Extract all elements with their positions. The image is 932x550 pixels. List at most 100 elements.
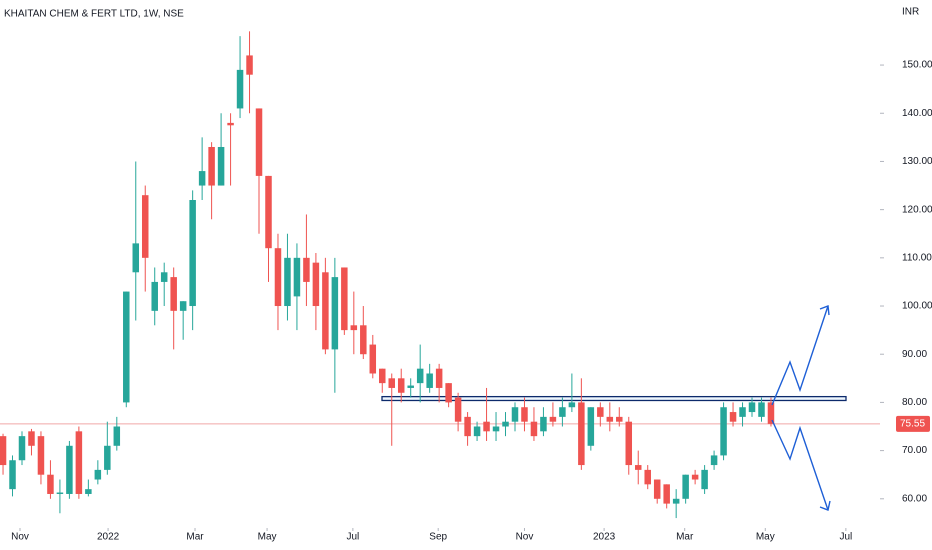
candle-body: [198, 171, 206, 186]
candle-body: [303, 257, 310, 282]
candle-body: [94, 469, 102, 480]
candle-body: [160, 272, 168, 282]
candle-body: [587, 407, 595, 446]
candle-body: [217, 146, 225, 186]
candle-body: [47, 474, 54, 494]
candle-body: [293, 257, 301, 297]
candle-body: [634, 465, 642, 470]
candle-body: [189, 200, 196, 307]
x-tick-label: Mar: [676, 532, 694, 543]
x-tick-label: Sep: [429, 532, 447, 543]
candle-body: [549, 416, 557, 422]
candle-body: [331, 277, 339, 350]
candle-body: [701, 469, 708, 490]
candle-body: [350, 325, 358, 331]
x-tick-label: 2022: [97, 532, 120, 543]
y-tick-label: 100.00: [902, 301, 932, 312]
candle-body: [274, 248, 282, 307]
candle-body: [720, 407, 727, 456]
x-tick-label: May: [756, 532, 775, 543]
candle-body: [66, 445, 73, 494]
candle-body: [682, 474, 689, 499]
candle-body: [644, 469, 651, 485]
y-tick-label: 150.00: [902, 60, 932, 71]
candle-body: [568, 402, 576, 408]
candle-body: [170, 277, 177, 311]
candle-body: [227, 122, 234, 126]
candle-body: [758, 402, 765, 417]
last-price-label: 75.55: [900, 418, 925, 429]
candle-body: [606, 416, 614, 422]
resistance-zone: [381, 395, 847, 402]
x-tick-label: Nov: [11, 532, 29, 543]
candle-body: [312, 262, 320, 307]
candle-body: [454, 397, 462, 422]
y-tick-label: 70.00: [902, 445, 927, 456]
candle-body: [530, 421, 538, 437]
candle-body: [37, 436, 45, 475]
candle-body: [464, 416, 471, 437]
candle-body: [597, 407, 604, 417]
x-tick-label: 2023: [593, 532, 616, 543]
y-tick-label: 120.00: [902, 204, 932, 215]
candle-body: [483, 421, 490, 432]
candle-body: [123, 291, 130, 403]
candle-body: [379, 368, 386, 384]
candle-body: [616, 416, 623, 422]
candle-body: [246, 55, 253, 75]
projection-arrows: [771, 305, 831, 511]
candle-body: [397, 378, 405, 393]
x-tick-label: Mar: [186, 532, 204, 543]
up-projection: [771, 305, 829, 406]
candle-body: [284, 257, 291, 307]
candle-body: [435, 368, 443, 388]
candle-body: [151, 281, 158, 311]
y-axis-label: INR: [902, 7, 919, 18]
y-tick-label: 130.00: [902, 156, 932, 167]
x-tick-label: Jul: [346, 532, 359, 543]
candle-body: [578, 402, 585, 466]
candle-body: [511, 407, 519, 422]
x-tick-label: May: [258, 532, 277, 543]
candle-body: [104, 445, 111, 470]
candle-body: [625, 421, 633, 466]
down-projection: [771, 419, 829, 511]
down-arrowhead: [819, 500, 831, 511]
candle-body: [255, 108, 263, 176]
y-tick-label: 80.00: [902, 397, 927, 408]
x-tick-label: Nov: [516, 532, 534, 543]
candle-body: [360, 325, 367, 355]
y-tick-label: 140.00: [902, 108, 932, 119]
candle-body: [729, 412, 737, 422]
candle-body: [559, 407, 566, 417]
candle-body: [767, 402, 775, 424]
candle-body: [322, 272, 329, 350]
candle-body: [0, 436, 7, 466]
candle-body: [132, 243, 140, 273]
candle-body: [710, 455, 718, 466]
candle-body: [445, 383, 452, 403]
candle-body: [691, 474, 699, 480]
candle-body: [141, 195, 149, 258]
candle-body: [208, 146, 215, 186]
chart-title: KHAITAN CHEM & FERT LTD, 1W, NSE: [4, 9, 184, 20]
candle-body: [416, 368, 424, 384]
candle-body: [388, 378, 395, 388]
candle-body: [407, 385, 414, 388]
candle-body: [28, 431, 35, 446]
candle-body: [369, 344, 377, 374]
candle-body: [75, 431, 83, 494]
candle-body: [672, 498, 680, 504]
x-tick-label: Jul: [839, 532, 852, 543]
up-arrowhead: [819, 305, 830, 316]
candle-body: [739, 407, 746, 417]
candle-body: [748, 402, 756, 413]
candle-body: [521, 407, 528, 422]
candle-body: [341, 267, 348, 331]
candle-body: [179, 301, 187, 311]
candle-body: [113, 426, 121, 446]
candle-body: [85, 489, 92, 494]
candle-body: [265, 175, 272, 249]
